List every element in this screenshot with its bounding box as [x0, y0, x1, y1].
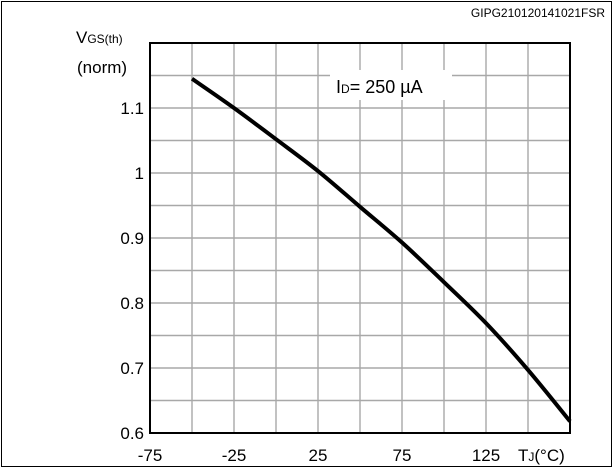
x-axis-label-main: T	[518, 446, 528, 465]
y-tick-label: 0.7	[120, 359, 144, 378]
annotation-group: ID= 250 µA	[330, 70, 452, 100]
y-axis-unit: (norm)	[77, 58, 127, 77]
y-tick-label: 0.8	[120, 294, 144, 313]
plot-border	[149, 42, 571, 434]
grid	[150, 43, 570, 433]
annotation-rest: = 250 µA	[350, 77, 423, 97]
y-axis-label-main: V	[76, 28, 88, 47]
y-axis-label: VGS(th)	[76, 28, 123, 47]
x-tick-label: -75	[138, 446, 163, 465]
y-tick-label: 0.6	[120, 424, 144, 443]
x-axis-label-unit: (°C)	[534, 446, 564, 465]
x-tick-label: 25	[309, 446, 328, 465]
figure-id: GIPG210120141021FSR	[470, 6, 605, 20]
x-tick-label: 75	[393, 446, 412, 465]
x-tick-label: 125	[472, 446, 500, 465]
annotation-text: ID= 250 µA	[336, 77, 423, 97]
x-axis-label: TJ(°C)	[518, 446, 565, 465]
x-axis-label-sub: J	[528, 450, 534, 464]
annotation-background	[330, 70, 452, 100]
annotation-sub: D	[341, 82, 350, 96]
series-layer	[190, 77, 572, 423]
y-tick-label: 1.1	[120, 99, 144, 118]
x-tick-labels: -75 -25 25 75 125	[138, 446, 500, 465]
annotation-main: I	[336, 77, 341, 97]
y-tick-labels: 0.6 0.7 0.8 0.9 1 1.1	[120, 99, 144, 443]
x-tick-label: -25	[222, 446, 247, 465]
y-tick-label: 0.9	[120, 229, 144, 248]
y-axis-label-sub: GS(th)	[87, 32, 122, 46]
series-line	[190, 77, 572, 423]
y-tick-label: 1	[135, 164, 144, 183]
